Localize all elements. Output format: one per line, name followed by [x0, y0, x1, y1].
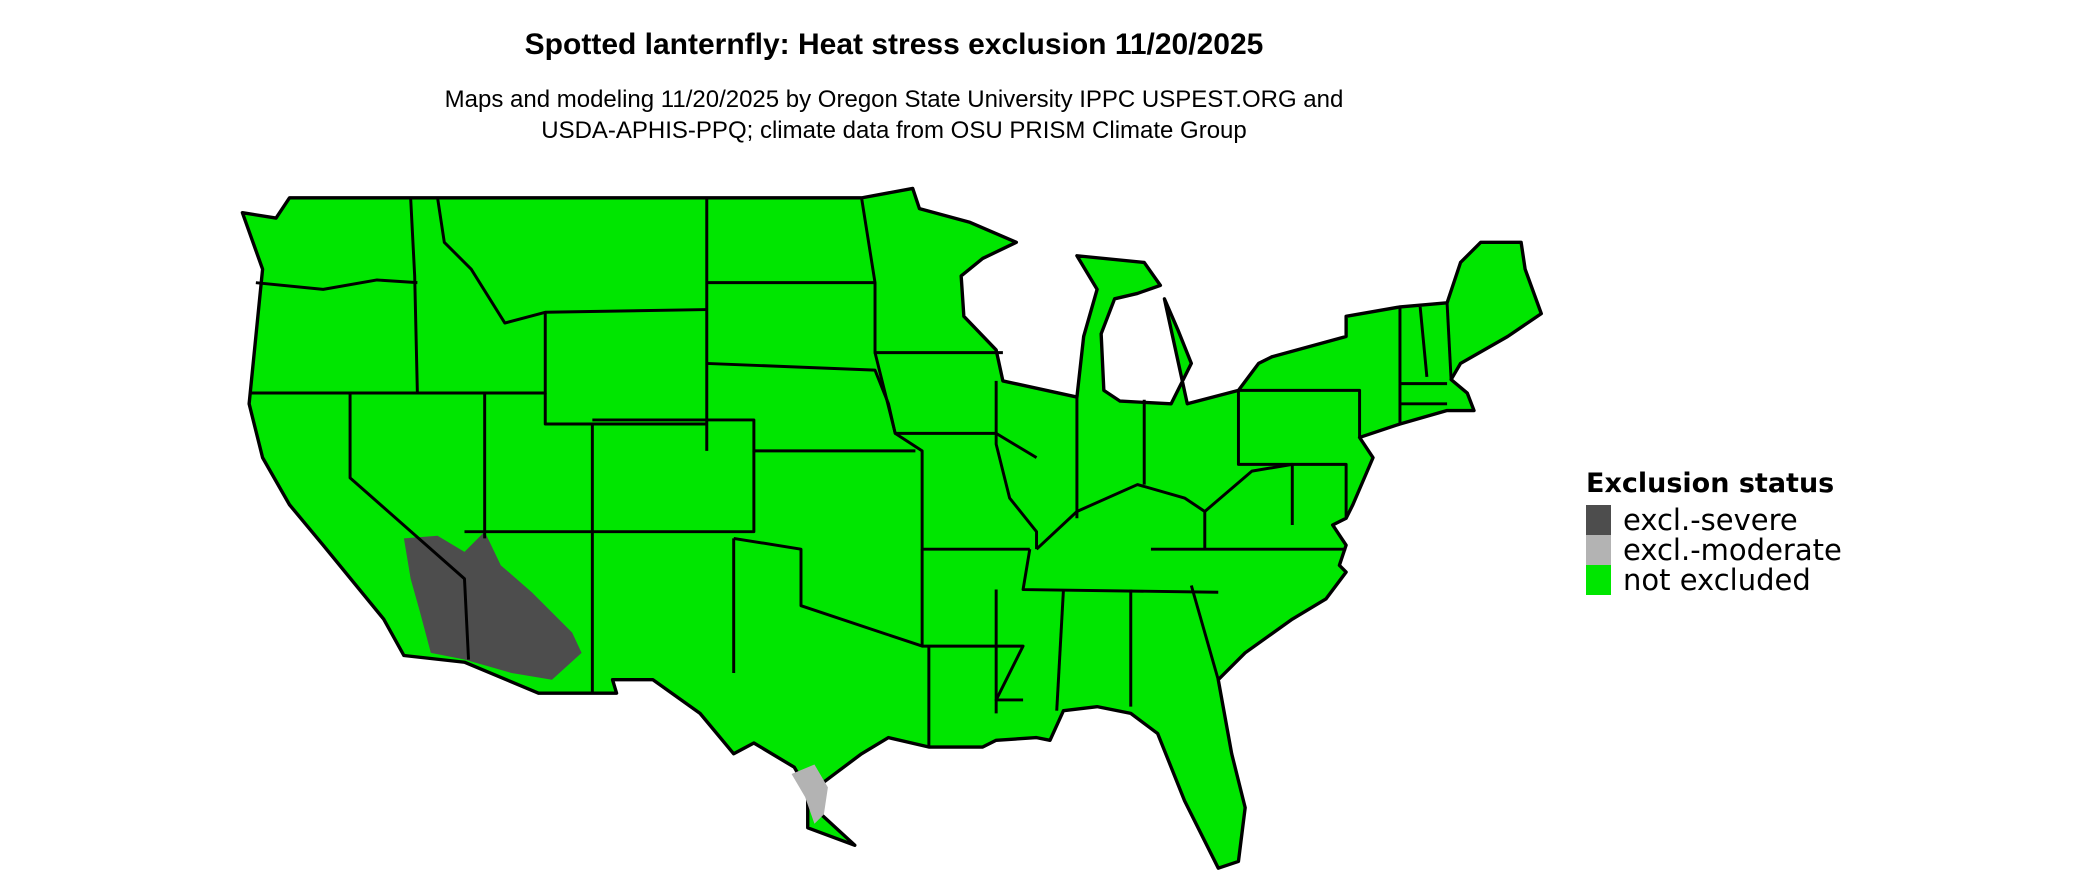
legend: Exclusion status excl.-severe excl.-mode… — [1586, 468, 1842, 595]
map-subtitle-line-2: USDA-APHIS-PPQ; climate data from OSU PR… — [541, 117, 1247, 144]
severe-exclusion-area — [403, 531, 582, 680]
legend-item-not-excluded: not excluded — [1586, 565, 1842, 595]
legend-item-severe: excl.-severe — [1586, 505, 1842, 535]
moderate-exclusion-area — [791, 764, 828, 824]
map-subtitle-line-1: Maps and modeling 11/20/2025 by Oregon S… — [444, 86, 1344, 113]
legend-label: not excluded — [1623, 563, 1811, 597]
map-title: Spotted lanternfly: Heat stress exclusio… — [524, 28, 1264, 61]
state-borders — [249, 197, 1453, 748]
us-outline — [240, 186, 1543, 870]
legend-key-moderate — [1586, 535, 1611, 565]
legend-key-severe — [1586, 505, 1611, 535]
legend-title: Exclusion status — [1586, 468, 1835, 499]
legend-item-moderate: excl.-moderate — [1586, 535, 1842, 565]
legend-label: excl.-moderate — [1623, 533, 1842, 567]
legend-key-not-excluded — [1586, 565, 1611, 595]
legend-label: excl.-severe — [1623, 503, 1798, 537]
